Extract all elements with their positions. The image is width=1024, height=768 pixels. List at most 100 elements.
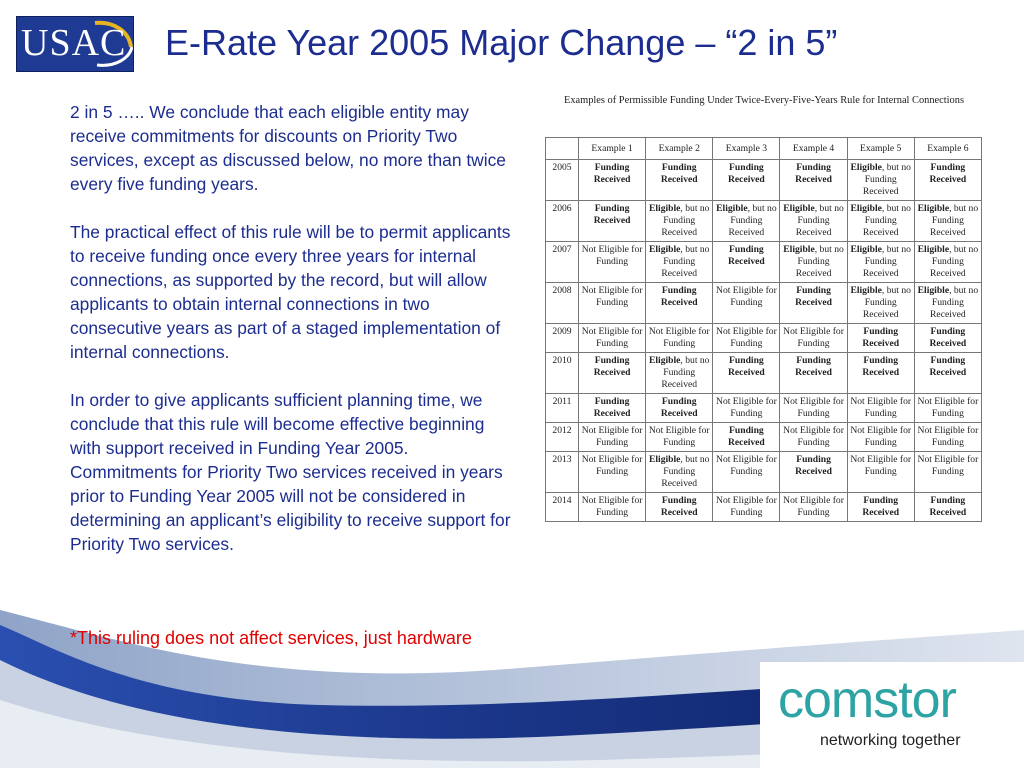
- year-cell: 2010: [545, 352, 579, 394]
- status-cell: Eligible, but no Funding Received: [913, 282, 983, 324]
- usac-logo: USAC: [16, 16, 134, 72]
- no-funding-label: , but no Funding Received: [661, 355, 710, 390]
- eligible-label: Eligible: [850, 203, 882, 214]
- status-cell: Not Eligible for Funding: [712, 393, 781, 423]
- status-cell: Eligible, but no Funding Received: [846, 241, 915, 283]
- funding-received-label: Funding Received: [929, 326, 967, 349]
- status-cell: Eligible, but no Funding Received: [846, 282, 915, 324]
- status-cell: Not Eligible for Funding: [712, 492, 781, 522]
- paragraph-3: In order to give applicants sufficient p…: [70, 390, 511, 554]
- status-cell: Funding Received: [913, 492, 983, 522]
- not-eligible-label: Not Eligible for Funding: [783, 495, 844, 518]
- not-eligible-label: Not Eligible for Funding: [850, 454, 912, 477]
- status-cell: Not Eligible for Funding: [779, 422, 848, 452]
- funding-received-label: Funding Received: [593, 396, 631, 419]
- paragraph-2: The practical effect of this rule will b…: [70, 222, 511, 362]
- no-funding-label: , but no Funding Received: [930, 203, 979, 238]
- not-eligible-label: Not Eligible for Funding: [917, 396, 979, 419]
- funding-received-label: Funding Received: [728, 162, 765, 185]
- no-funding-label: , but no Funding Received: [661, 203, 710, 238]
- funding-received-label: Funding Received: [795, 454, 832, 477]
- status-cell: Eligible, but no Funding Received: [779, 200, 848, 242]
- funding-received-label: Funding Received: [660, 495, 698, 518]
- not-eligible-label: Not Eligible for Funding: [581, 495, 643, 518]
- usac-logo-text: USAC: [21, 22, 127, 64]
- status-cell: Not Eligible for Funding: [779, 393, 848, 423]
- not-eligible-label: Not Eligible for Funding: [716, 285, 777, 308]
- status-cell: Not Eligible for Funding: [779, 323, 848, 353]
- table-row: 2005 Funding Received Funding Received Fund…: [545, 159, 983, 201]
- year-cell: 2005: [545, 159, 579, 201]
- no-funding-label: , but no Funding Received: [862, 203, 911, 238]
- no-funding-label: , but no Funding Received: [930, 285, 979, 320]
- table-row: 2007 Not Eligible for Funding Eligible, bu…: [545, 241, 983, 283]
- not-eligible-label: Not Eligible for Funding: [581, 425, 643, 448]
- comstor-tagline: networking together: [820, 732, 961, 749]
- table-row: 2012 Not Eligible for Funding Not Eligible…: [545, 422, 983, 452]
- table-row: 2010 Funding Received Eligible, but no Fun…: [545, 352, 983, 394]
- table-row: 2008 Not Eligible for Funding Funding Rece…: [545, 282, 983, 324]
- status-cell: Funding Received: [846, 492, 915, 522]
- status-cell: Not Eligible for Funding: [577, 492, 647, 522]
- status-cell: Not Eligible for Funding: [913, 422, 983, 452]
- eligible-label: Eligible: [783, 203, 815, 214]
- no-funding-label: , but no Funding Received: [862, 285, 911, 320]
- status-cell: Funding Received: [846, 323, 915, 353]
- eligible-label: Eligible: [917, 203, 950, 214]
- no-funding-label: , but no Funding Received: [795, 244, 844, 279]
- status-cell: Not Eligible for Funding: [577, 323, 647, 353]
- status-cell: Eligible, but no Funding Received: [645, 451, 714, 493]
- not-eligible-label: Not Eligible for Funding: [716, 326, 777, 349]
- status-cell: Not Eligible for Funding: [577, 422, 647, 452]
- status-cell: Eligible, but no Funding Received: [913, 241, 983, 283]
- status-cell: Not Eligible for Funding: [645, 323, 714, 353]
- status-cell: Funding Received: [913, 352, 983, 394]
- status-cell: Funding Received: [913, 323, 983, 353]
- status-cell: Eligible, but no Funding Received: [645, 200, 714, 242]
- not-eligible-label: Not Eligible for Funding: [850, 425, 912, 448]
- status-cell: Eligible, but no Funding Received: [645, 352, 714, 394]
- status-cell: Eligible, but no Funding Received: [779, 241, 848, 283]
- funding-received-label: Funding Received: [862, 495, 900, 518]
- status-cell: Funding Received: [712, 352, 781, 394]
- funding-received-label: Funding Received: [593, 203, 631, 226]
- table-row: 2009 Not Eligible for Funding Not Eligible…: [545, 323, 983, 353]
- status-cell: Not Eligible for Funding: [913, 393, 983, 423]
- status-cell: Not Eligible for Funding: [712, 282, 781, 324]
- not-eligible-label: Not Eligible for Funding: [581, 326, 643, 349]
- not-eligible-label: Not Eligible for Funding: [716, 495, 777, 518]
- status-cell: Eligible, but no Funding Received: [913, 200, 983, 242]
- funding-received-label: Funding Received: [728, 355, 765, 378]
- funding-received-label: Funding Received: [795, 285, 832, 308]
- table-caption: Examples of Permissible Funding Under Tw…: [563, 95, 964, 106]
- eligible-label: Eligible: [917, 244, 950, 255]
- eligible-label: Eligible: [648, 454, 681, 465]
- no-funding-label: , but no Funding Received: [862, 162, 911, 197]
- not-eligible-label: Not Eligible for Funding: [648, 425, 710, 448]
- not-eligible-label: Not Eligible for Funding: [917, 425, 979, 448]
- table-header-row: Example 1 Example 2 Example 3 Example 4 …: [545, 137, 983, 160]
- funding-received-label: Funding Received: [929, 355, 967, 378]
- eligible-label: Eligible: [783, 244, 815, 255]
- funding-table: Example 1 Example 2 Example 3 Example 4 …: [545, 137, 983, 522]
- eligible-label: Eligible: [850, 162, 882, 173]
- status-cell: Funding Received: [712, 241, 781, 283]
- status-cell: Not Eligible for Funding: [577, 282, 647, 324]
- no-funding-label: , but no Funding Received: [862, 244, 911, 279]
- status-cell: Funding Received: [779, 159, 848, 201]
- status-cell: Not Eligible for Funding: [913, 451, 983, 493]
- no-funding-label: , but no Funding Received: [661, 244, 710, 279]
- eligible-label: Eligible: [648, 355, 681, 366]
- status-cell: Not Eligible for Funding: [779, 492, 848, 522]
- no-funding-label: , but no Funding Received: [728, 203, 777, 238]
- eligible-label: Eligible: [917, 285, 950, 296]
- not-eligible-label: Not Eligible for Funding: [783, 425, 844, 448]
- funding-received-label: Funding Received: [929, 162, 967, 185]
- status-cell: Funding Received: [645, 159, 714, 201]
- funding-received-label: Funding Received: [660, 285, 698, 308]
- funding-table-wrapper: Example 1 Example 2 Example 3 Example 4 …: [545, 137, 983, 522]
- funding-received-label: Funding Received: [660, 162, 698, 185]
- not-eligible-label: Not Eligible for Funding: [581, 454, 643, 477]
- table-body: 2005 Funding Received Funding Received Fund…: [545, 159, 983, 522]
- table-header-cell: [545, 137, 579, 160]
